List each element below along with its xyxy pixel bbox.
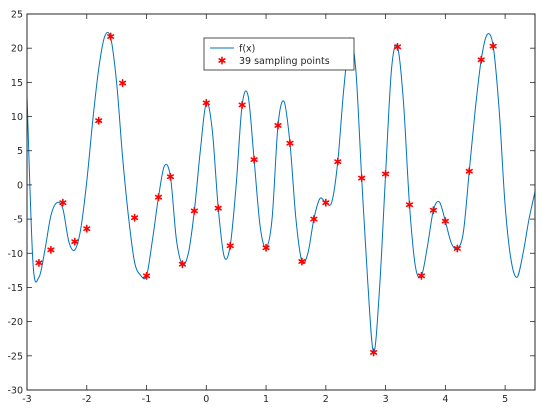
sampling-point bbox=[190, 206, 198, 215]
y-tick-label: 25 bbox=[11, 10, 23, 21]
series-f-x-line bbox=[27, 31, 535, 353]
sampling-point bbox=[453, 244, 461, 253]
x-tick-label: 3 bbox=[383, 394, 389, 405]
sampling-point bbox=[47, 245, 55, 254]
y-tick-label: 0 bbox=[17, 180, 23, 191]
sampling-point bbox=[274, 121, 282, 130]
legend-box bbox=[203, 37, 355, 71]
sampling-point bbox=[95, 116, 103, 125]
x-tick-label: 5 bbox=[502, 394, 508, 405]
x-tick-label: 1 bbox=[263, 394, 269, 405]
sampling-point bbox=[358, 174, 366, 183]
sampling-point bbox=[262, 243, 270, 252]
sampling-point bbox=[119, 79, 127, 88]
sampling-point bbox=[59, 198, 67, 207]
y-tick-label: -5 bbox=[14, 215, 23, 226]
sampling-point bbox=[334, 157, 342, 166]
sampling-point bbox=[310, 215, 318, 224]
y-tick-label: -10 bbox=[7, 249, 23, 260]
legend-marker-sample bbox=[218, 56, 226, 65]
x-tick-label: -2 bbox=[82, 394, 91, 405]
legend-label-f-x: f(x) bbox=[239, 44, 255, 55]
sampling-point bbox=[370, 348, 378, 357]
sampling-point bbox=[393, 42, 402, 51]
y-tick-label: -15 bbox=[7, 283, 23, 294]
x-tick-label: 0 bbox=[203, 394, 209, 405]
y-tick-label: 10 bbox=[11, 112, 23, 123]
sampling-point bbox=[417, 271, 426, 280]
sampling-point bbox=[166, 172, 175, 181]
sampling-point bbox=[154, 193, 163, 202]
x-tick-label: -1 bbox=[142, 394, 151, 405]
sampling-point bbox=[382, 169, 390, 178]
y-axis: -30 -25 -20 -15 -10 -5 0 5 10 15 20 25 bbox=[7, 10, 535, 397]
sampling-point bbox=[107, 32, 115, 41]
sampling-point bbox=[142, 271, 151, 280]
x-axis: -3 -2 -1 0 1 2 3 4 5 bbox=[22, 14, 508, 405]
sampling-point bbox=[429, 206, 437, 215]
x-tick-label: 2 bbox=[323, 394, 329, 405]
sampling-point bbox=[322, 198, 330, 207]
sampling-point bbox=[286, 139, 294, 148]
sampling-point bbox=[178, 260, 186, 269]
y-tick-label: -25 bbox=[7, 351, 23, 362]
sampling-point bbox=[465, 167, 473, 176]
plot-background bbox=[27, 14, 535, 390]
sampling-point bbox=[405, 200, 414, 209]
line-layer bbox=[27, 31, 535, 353]
sampling-point bbox=[441, 217, 449, 226]
legend: f(x) 39 sampling points bbox=[203, 37, 355, 71]
sampling-point bbox=[202, 98, 210, 107]
sampling-point bbox=[250, 155, 258, 164]
y-tick-label: -20 bbox=[7, 317, 23, 328]
legend-label-sampling-points: 39 sampling points bbox=[239, 56, 330, 67]
x-tick-label: -3 bbox=[22, 394, 31, 405]
sampling-point bbox=[214, 204, 222, 213]
y-tick-label: 20 bbox=[11, 44, 23, 55]
sampling-point bbox=[35, 258, 43, 267]
sampling-point bbox=[489, 42, 497, 51]
y-tick-label: 5 bbox=[17, 146, 23, 157]
y-tick-label: 15 bbox=[11, 78, 23, 89]
sampling-point bbox=[71, 237, 79, 246]
axes-box bbox=[26, 13, 536, 391]
sampling-point bbox=[83, 224, 91, 233]
legend-marker-asterisk bbox=[218, 56, 226, 65]
sampling-point bbox=[298, 257, 306, 266]
y-tick-label: -30 bbox=[7, 386, 23, 397]
sampling-point bbox=[226, 241, 234, 250]
marker-layer bbox=[35, 32, 497, 357]
sampling-point bbox=[238, 100, 246, 109]
x-tick-label: 4 bbox=[442, 394, 448, 405]
sampling-point bbox=[130, 213, 139, 222]
sampling-point bbox=[477, 55, 485, 64]
